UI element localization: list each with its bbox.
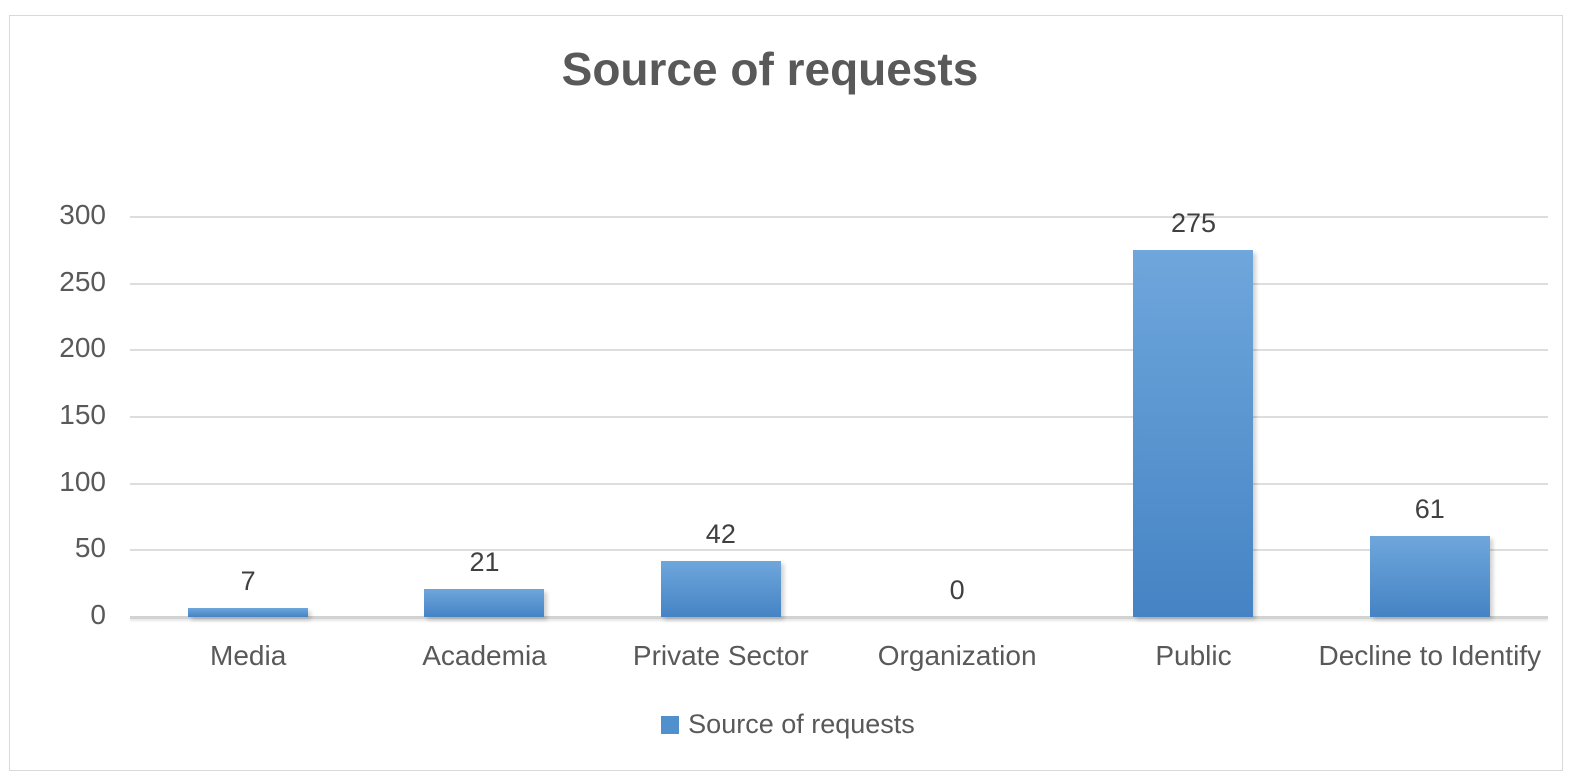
- bar-value-label: 0: [949, 575, 965, 605]
- legend: Source of requests: [0, 709, 1576, 740]
- bar: [660, 561, 781, 617]
- y-tick-label: 250: [59, 265, 106, 297]
- category-label: Private Sector: [632, 640, 809, 671]
- category-label: Media: [210, 640, 287, 671]
- y-tick-label: 100: [59, 465, 106, 497]
- category-label: Public: [1155, 640, 1232, 671]
- bar-value-label: 7: [240, 565, 256, 596]
- y-tick-label: 300: [59, 199, 106, 230]
- bar-value-label: 275: [1170, 208, 1216, 239]
- bar-slot: 275: [1075, 208, 1311, 617]
- bar-value-label: 61: [1414, 493, 1445, 524]
- legend-label: Source of requests: [688, 709, 915, 739]
- bar-value-label: 21: [469, 547, 500, 577]
- chart-frame: [9, 15, 1563, 771]
- chart-title: Source of requests: [561, 43, 979, 95]
- bars-row: 7 21 42 0 275 61: [130, 208, 1548, 617]
- bar-slot: 42: [603, 217, 839, 617]
- gridline: [130, 216, 1548, 218]
- bar-slot: 21: [366, 217, 602, 617]
- gridline: [130, 482, 1548, 485]
- gridline: [130, 416, 1548, 418]
- category-label: Academia: [422, 640, 547, 671]
- y-tick-label: 0: [90, 599, 106, 630]
- bar: [1133, 250, 1254, 617]
- legend-swatch-icon: [661, 715, 680, 734]
- bar-value-label: 42: [705, 519, 736, 549]
- category-label: Decline to Identify: [1318, 640, 1542, 671]
- gridline: [130, 282, 1548, 285]
- plot-area: 7 21 42 0 275 61: [130, 208, 1548, 619]
- x-axis-line: [130, 616, 1548, 619]
- y-tick-label: 200: [59, 332, 106, 364]
- bar: [188, 607, 309, 617]
- x-axis-labels: Media Academia Private Sector Organization P…: [130, 640, 1548, 672]
- gridline: [130, 549, 1548, 552]
- bar-slot: 7: [130, 217, 366, 617]
- y-axis: 0 50 100 150 200 250 300: [0, 201, 106, 629]
- category-label: Organization: [877, 640, 1037, 671]
- bar-slot: 61: [1312, 217, 1548, 617]
- bar: [1369, 535, 1490, 617]
- gridline: [130, 349, 1548, 352]
- y-tick-label: 50: [74, 532, 106, 564]
- bar: [424, 589, 545, 617]
- y-tick-label: 150: [59, 399, 106, 430]
- bar-slot: 0: [839, 217, 1075, 617]
